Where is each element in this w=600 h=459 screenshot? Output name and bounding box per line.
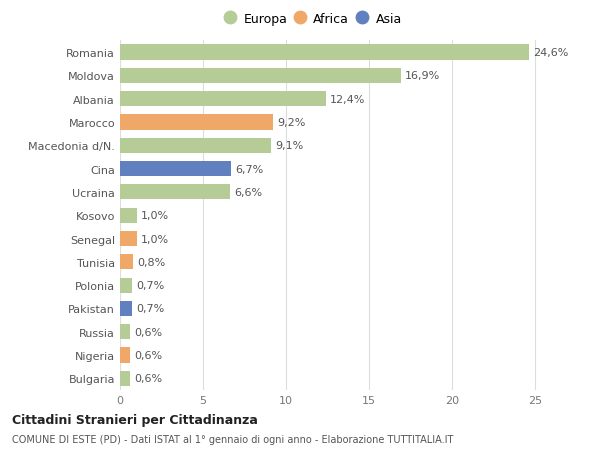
Bar — [120, 162, 232, 177]
Text: 9,1%: 9,1% — [275, 141, 304, 151]
Text: Cittadini Stranieri per Cittadinanza: Cittadini Stranieri per Cittadinanza — [12, 413, 258, 426]
Bar — [120, 139, 271, 153]
Text: 24,6%: 24,6% — [533, 48, 568, 58]
Bar — [120, 371, 130, 386]
Text: 0,6%: 0,6% — [134, 374, 162, 384]
Text: 0,7%: 0,7% — [136, 304, 164, 314]
Text: 1,0%: 1,0% — [141, 234, 169, 244]
Bar — [120, 45, 529, 61]
Bar — [120, 115, 273, 130]
Bar — [120, 278, 131, 293]
Text: 12,4%: 12,4% — [330, 95, 365, 105]
Bar — [120, 325, 130, 340]
Text: 9,2%: 9,2% — [277, 118, 305, 128]
Bar — [120, 185, 230, 200]
Bar — [120, 92, 326, 107]
Text: 0,7%: 0,7% — [136, 280, 164, 291]
Text: 6,6%: 6,6% — [234, 187, 262, 197]
Text: 0,8%: 0,8% — [137, 257, 166, 267]
Text: 16,9%: 16,9% — [405, 71, 440, 81]
Bar — [120, 231, 137, 246]
Text: 1,0%: 1,0% — [141, 211, 169, 221]
Text: 6,7%: 6,7% — [235, 164, 264, 174]
Bar — [120, 208, 137, 223]
Text: COMUNE DI ESTE (PD) - Dati ISTAT al 1° gennaio di ogni anno - Elaborazione TUTTI: COMUNE DI ESTE (PD) - Dati ISTAT al 1° g… — [12, 434, 454, 444]
Bar — [120, 69, 401, 84]
Text: 0,6%: 0,6% — [134, 327, 162, 337]
Text: 0,6%: 0,6% — [134, 350, 162, 360]
Bar — [120, 301, 131, 316]
Bar — [120, 348, 130, 363]
Bar — [120, 255, 133, 270]
Legend: Europa, Africa, Asia: Europa, Africa, Asia — [223, 9, 406, 30]
